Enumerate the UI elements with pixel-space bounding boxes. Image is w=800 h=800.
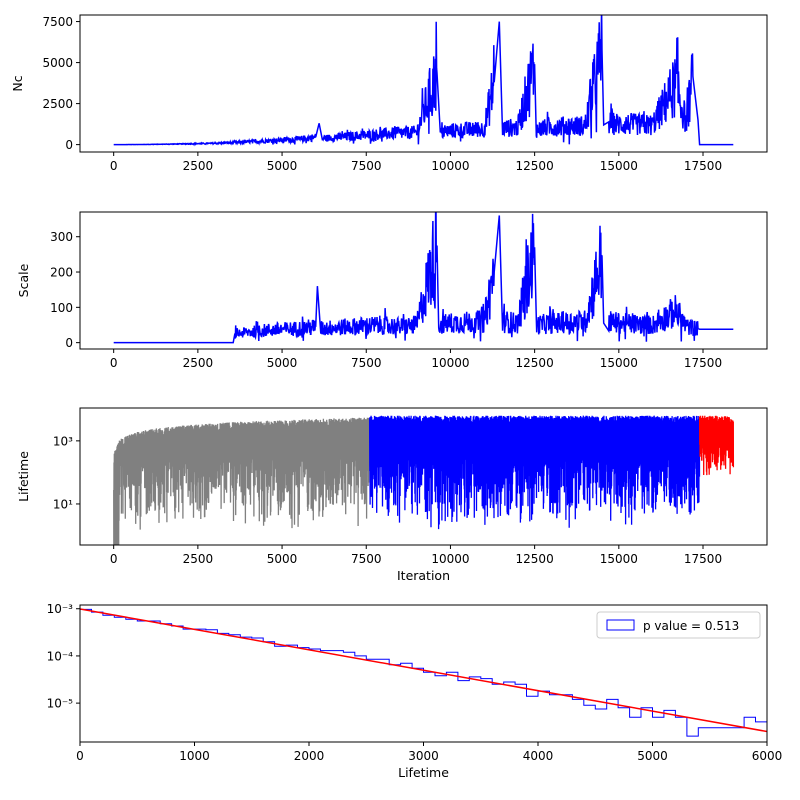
x-tick-label: 5000	[267, 552, 298, 566]
y-tick-label: 0	[65, 336, 73, 350]
y-axis-label: Lifetime	[16, 451, 31, 502]
series-line-0	[113, 212, 734, 344]
plot-area	[80, 608, 767, 737]
x-tick-label: 0	[110, 552, 118, 566]
x-tick-label: 15000	[600, 552, 638, 566]
y-tick-label: 5000	[42, 56, 73, 70]
scale-panel: 0 2500 5000 7500 10000 12500 15000 17500 0 100 200…	[16, 211, 768, 370]
y-tick-label: 2500	[42, 97, 73, 111]
series-trace-0	[113, 417, 371, 545]
y-tick-label: 10⁻³	[47, 602, 74, 616]
series-line-0	[113, 15, 734, 147]
x-tick-label: 0	[110, 356, 118, 370]
axes-frame	[79, 14, 768, 153]
x-tick-label: 12500	[516, 159, 554, 173]
y-tick-label: 10⁻⁴	[47, 649, 74, 663]
lifetime-trace-panel: 0 2500 5000 7500 10000 12500 15000 17500 10¹ 10³ L…	[16, 407, 768, 583]
x-tick-label: 6000	[752, 749, 783, 763]
plot-area	[113, 415, 735, 545]
axes-frame	[79, 407, 768, 546]
x-tick-label: 12500	[516, 356, 554, 370]
y-axis-label: Scale	[16, 263, 31, 297]
x-tick-label: 0	[76, 749, 84, 763]
lifetime-histogram-panel: p value = 0.513 0 1000 2000 3000 4000 5000 6000…	[47, 602, 783, 780]
x-tick-label: 4000	[523, 749, 554, 763]
x-tick-label: 17500	[684, 159, 722, 173]
x-tick-label: 15000	[600, 356, 638, 370]
x-tick-label: 0	[110, 159, 118, 173]
x-tick-label: 5000	[637, 749, 668, 763]
x-tick-label: 1000	[179, 749, 210, 763]
x-tick-label: 10000	[431, 356, 469, 370]
y-tick-label: 100	[50, 301, 73, 315]
x-tick-label: 10000	[431, 552, 469, 566]
x-tick-label: 5000	[267, 159, 298, 173]
x-tick-label: 17500	[684, 552, 722, 566]
series-trace-1	[368, 415, 701, 530]
x-tick-label: 7500	[351, 356, 382, 370]
y-tick-label: 10¹	[53, 497, 73, 511]
x-tick-label: 15000	[600, 159, 638, 173]
axes-frame	[79, 211, 768, 350]
x-tick-label: 7500	[351, 159, 382, 173]
y-tick-label: 300	[50, 230, 73, 244]
fit-line	[80, 608, 767, 733]
x-tick-label: 10000	[431, 159, 469, 173]
x-tick-label: 5000	[267, 356, 298, 370]
legend-label: p value = 0.513	[643, 619, 739, 633]
y-tick-label: 10⁻⁵	[47, 697, 74, 711]
plot-area	[113, 15, 734, 147]
x-tick-label: 7500	[351, 552, 382, 566]
x-tick-label: 2500	[183, 356, 214, 370]
y-tick-label: 10³	[53, 434, 73, 448]
y-tick-label: 0	[65, 138, 73, 152]
x-tick-label: 12500	[516, 552, 554, 566]
x-tick-label: 2500	[183, 552, 214, 566]
y-tick-label: 200	[50, 266, 73, 280]
y-axis-label: Nc	[10, 75, 25, 91]
legend-swatch	[606, 619, 635, 631]
nc-panel: 0 2500 5000 7500 10000 12500 15000 17500 0 2500 50…	[10, 14, 768, 173]
legend: p value = 0.513	[596, 611, 761, 639]
series-trace-2	[698, 415, 735, 476]
y-tick-label: 7500	[42, 15, 73, 29]
x-tick-label: 3000	[408, 749, 439, 763]
x-tick-label: 2000	[294, 749, 325, 763]
x-axis-label: Iteration	[397, 568, 450, 583]
x-tick-label: 2500	[183, 159, 214, 173]
x-axis-label: Lifetime	[398, 765, 449, 780]
plot-area	[113, 212, 734, 344]
x-tick-label: 17500	[684, 356, 722, 370]
